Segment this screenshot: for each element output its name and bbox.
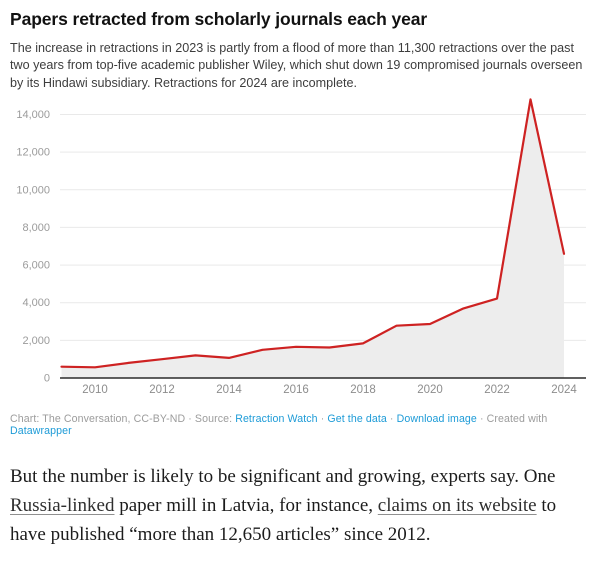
footer-separator: ·: [386, 413, 397, 426]
footer-credit-text: Chart: The Conversation, CC-BY-ND · Sour…: [10, 413, 236, 426]
y-axis-label: 10,000: [16, 184, 50, 196]
get-data-link[interactable]: Get the data: [327, 413, 387, 426]
footer-created-with-text: · Created with: [476, 413, 548, 426]
footer-separator: ·: [317, 413, 328, 426]
x-axis-label: 2014: [216, 384, 242, 396]
article-inline-link[interactable]: Russia-linked: [10, 495, 115, 517]
x-axis-label: 2022: [484, 384, 510, 396]
article-text: to have published “more than 12,650 arti…: [10, 495, 557, 546]
x-axis-label: 2016: [283, 384, 309, 396]
chart-title: Papers retracted from scholarly journals…: [10, 9, 428, 29]
y-axis-label: 6,000: [22, 260, 50, 272]
retraction-chart-svg: 0 2,000 4,000 6,000 8,000 10,000 12,000 14,000 2…: [16, 98, 586, 396]
x-axis-label: 2024: [551, 384, 577, 396]
y-axis-label: 14,000: [16, 109, 50, 121]
retractions-line: [60, 98, 566, 369]
y-axis-label: 12,000: [16, 147, 50, 159]
source-link[interactable]: Retraction Watch: [235, 413, 318, 426]
y-axis-label: 4,000: [22, 297, 50, 309]
x-axis-label: 2018: [350, 384, 376, 396]
x-axis-label: 2020: [417, 384, 443, 396]
area-fill: [61, 99, 564, 379]
article-paragraph: But the number is likely to be significa…: [0, 437, 600, 549]
chart-footer: Chart: The Conversation, CC-BY-ND · Sour…: [0, 408, 600, 437]
y-axis-label: 0: [44, 373, 50, 385]
article-inline-link[interactable]: claims on its website: [377, 495, 537, 517]
datawrapper-link[interactable]: Datawrapper: [10, 425, 72, 438]
download-image-link[interactable]: Download image: [396, 413, 477, 426]
chart-subtitle: The increase in retractions in 2023 is p…: [10, 41, 583, 90]
y-axis-label: 8,000: [22, 222, 50, 234]
y-axis-label: 2,000: [22, 335, 50, 347]
x-axis-label: 2012: [149, 384, 175, 396]
article-text: But the number is likely to be significa…: [10, 466, 556, 488]
chart-header: Papers retracted from scholarly journals…: [0, 0, 600, 92]
chart-area: 0 2,000 4,000 6,000 8,000 10,000 12,000 14,000 2…: [0, 96, 600, 408]
article-text: paper mill in Latvia, for instance,: [114, 495, 378, 517]
x-axis-label: 2010: [82, 384, 108, 396]
